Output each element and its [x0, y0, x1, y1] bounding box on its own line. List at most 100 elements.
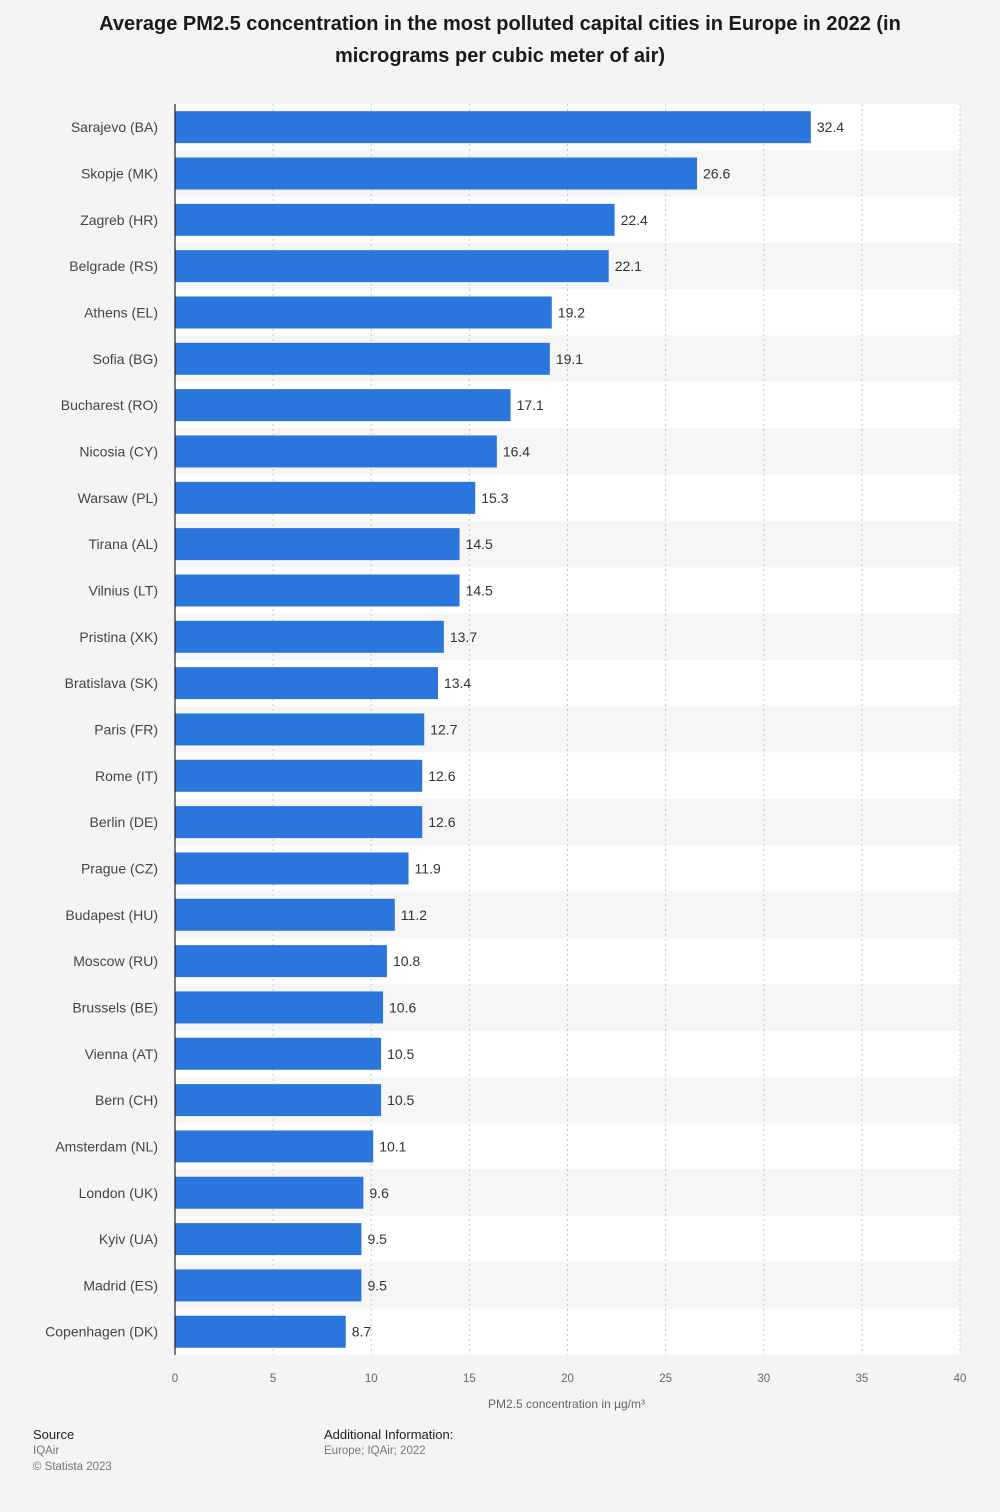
- category-label: Madrid (ES): [83, 1277, 158, 1293]
- x-tick-label: 0: [172, 1373, 178, 1385]
- x-tick-label: 10: [365, 1373, 378, 1385]
- bar[interactable]: [175, 713, 425, 746]
- category-label: Kyiv (UA): [99, 1231, 158, 1247]
- x-tick-labels: 0 5 10 15 20 25 30 35 40: [172, 1373, 967, 1385]
- value-label: 10.1: [379, 1138, 406, 1154]
- value-label: 26.6: [703, 165, 730, 181]
- category-label: Tirana (AL): [88, 536, 158, 552]
- value-label: 32.4: [817, 119, 844, 135]
- bar[interactable]: [175, 759, 423, 792]
- additional-info-label[interactable]: Additional Information:: [324, 1427, 454, 1442]
- x-tick-label: 5: [270, 1373, 276, 1385]
- source-value[interactable]: IQAir: [33, 1445, 60, 1457]
- bar[interactable]: [175, 1269, 362, 1302]
- value-label: 9.5: [367, 1231, 387, 1247]
- category-label: Pristina (XK): [79, 629, 158, 645]
- value-label: 14.5: [466, 582, 493, 598]
- x-axis-label: PM2.5 concentration in µg/m³: [488, 1397, 645, 1411]
- value-label: 9.5: [367, 1277, 387, 1293]
- bar[interactable]: [175, 481, 476, 514]
- value-label: 11.9: [415, 860, 441, 876]
- category-label: Berlin (DE): [90, 814, 158, 830]
- value-label: 19.2: [558, 304, 585, 320]
- x-tick-label: 40: [954, 1373, 967, 1385]
- value-label: 12.6: [428, 814, 455, 830]
- value-label: 14.5: [466, 536, 493, 552]
- bar[interactable]: [175, 111, 811, 144]
- bar[interactable]: [175, 389, 511, 422]
- value-label: 16.4: [503, 443, 530, 459]
- bar[interactable]: [175, 991, 384, 1024]
- value-label: 13.7: [450, 629, 477, 645]
- bar[interactable]: [175, 1223, 362, 1256]
- additional-info-block: Additional Information: Europe; IQAir; 2…: [324, 1427, 453, 1459]
- bar[interactable]: [175, 898, 395, 931]
- category-label: Zagreb (HR): [80, 212, 158, 228]
- bar[interactable]: [175, 806, 423, 839]
- category-label: Nicosia (CY): [79, 443, 158, 459]
- bar[interactable]: [175, 342, 550, 375]
- value-label: 19.1: [556, 351, 583, 367]
- bar[interactable]: [175, 852, 409, 885]
- category-labels: Sarajevo (BA) Skopje (MK) Zagreb (HR) Belgr…: [45, 119, 158, 1340]
- bar[interactable]: [175, 1084, 382, 1117]
- category-label: Bucharest (RO): [61, 397, 158, 413]
- category-label: Athens (EL): [84, 304, 158, 320]
- bar[interactable]: [175, 1315, 346, 1348]
- category-label: Belgrade (RS): [69, 258, 158, 274]
- category-label: London (UK): [79, 1185, 158, 1201]
- x-tick-label: 25: [659, 1373, 672, 1385]
- bar[interactable]: [175, 435, 497, 468]
- bar[interactable]: [175, 1130, 374, 1163]
- copyright[interactable]: © Statista 2023: [33, 1461, 112, 1473]
- bar[interactable]: [175, 250, 609, 283]
- category-label: Moscow (RU): [73, 953, 158, 969]
- value-label: 10.8: [393, 953, 420, 969]
- value-label: 22.4: [621, 212, 648, 228]
- category-label: Rome (IT): [95, 768, 158, 784]
- category-label: Vilnius (LT): [88, 582, 158, 598]
- category-label: Prague (CZ): [81, 860, 158, 876]
- bar[interactable]: [175, 203, 615, 236]
- value-label: 12.6: [428, 768, 455, 784]
- category-label: Warsaw (PL): [78, 490, 158, 506]
- category-label: Budapest (HU): [65, 907, 158, 923]
- bar[interactable]: [175, 1037, 382, 1070]
- category-label: Sofia (BG): [93, 351, 158, 367]
- value-label: 9.6: [369, 1185, 389, 1201]
- value-label: 22.1: [615, 258, 642, 274]
- value-label: 11.2: [401, 907, 427, 923]
- category-label: Brussels (BE): [72, 999, 158, 1015]
- category-label: Vienna (AT): [85, 1046, 158, 1062]
- bar[interactable]: [175, 945, 387, 978]
- value-label: 15.3: [481, 490, 508, 506]
- chart-title: Average PM2.5 concentration in the most …: [99, 13, 901, 67]
- additional-info-value: Europe; IQAir; 2022: [324, 1445, 426, 1457]
- x-tick-label: 30: [757, 1373, 770, 1385]
- category-label: Sarajevo (BA): [71, 119, 158, 135]
- bar[interactable]: [175, 620, 444, 653]
- value-label: 10.5: [387, 1092, 414, 1108]
- value-label: 17.1: [517, 397, 544, 413]
- x-tick-label: 20: [561, 1373, 574, 1385]
- value-label: 13.4: [444, 675, 471, 691]
- x-tick-label: 15: [463, 1373, 476, 1385]
- category-label: Bern (CH): [95, 1092, 158, 1108]
- bar[interactable]: [175, 157, 698, 190]
- value-labels: 32.4 26.6 22.4 22.1 19.2 19.1 17.1 16.4 15.3 14.5…: [352, 119, 845, 1340]
- category-label: Bratislava (SK): [65, 675, 158, 691]
- source-label: Source: [33, 1427, 75, 1442]
- category-label: Paris (FR): [94, 721, 158, 737]
- bars: [175, 111, 811, 1348]
- bar[interactable]: [175, 574, 460, 607]
- source-block: Source IQAir © Statista 2023: [33, 1427, 112, 1475]
- value-label: 10.5: [387, 1046, 414, 1062]
- bar[interactable]: [175, 667, 438, 700]
- bar[interactable]: [175, 528, 460, 561]
- bar[interactable]: [175, 1176, 364, 1209]
- value-label: 10.6: [389, 999, 416, 1015]
- bar[interactable]: [175, 296, 552, 329]
- x-tick-label: 35: [855, 1373, 868, 1385]
- category-label: Skopje (MK): [81, 165, 158, 181]
- value-label: 8.7: [352, 1324, 372, 1340]
